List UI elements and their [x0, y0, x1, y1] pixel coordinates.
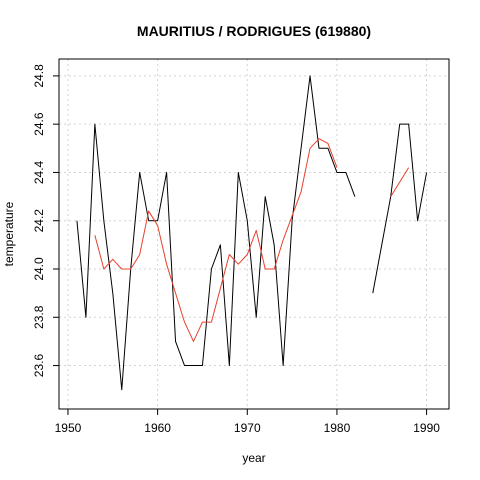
axes: 1950 1960 1970 1980 1990 23.6 23.8 24.0 24.2 24.4…	[32, 64, 440, 435]
y-tick-label: 23.6	[32, 354, 46, 378]
series-2-line	[94, 138, 338, 342]
series-1-line	[76, 75, 356, 391]
series-2-line	[390, 167, 410, 197]
y-tick-label: 24.2	[32, 209, 46, 233]
plot-frame	[58, 58, 450, 410]
x-tick-label: 1950	[55, 421, 82, 435]
x-tick-label: 1970	[234, 421, 261, 435]
x-axis-label: year	[242, 451, 265, 465]
series-1	[76, 75, 428, 391]
y-tick-label: 24.0	[32, 257, 46, 281]
x-tick-label: 1980	[324, 421, 351, 435]
y-tick-label: 23.8	[32, 305, 46, 329]
grid	[59, 59, 449, 409]
series-2	[94, 138, 410, 342]
chart-title: MAURITIUS / RODRIGUES (619880)	[137, 23, 371, 39]
y-axis-label: temperature	[2, 201, 16, 266]
series-1-line	[372, 123, 428, 294]
y-tick-label: 24.4	[32, 160, 46, 184]
y-tick-label: 24.6	[32, 112, 46, 136]
series-layer	[76, 75, 428, 391]
x-tick-label: 1960	[144, 421, 171, 435]
y-tick-label: 24.8	[32, 64, 46, 88]
x-tick-label: 1990	[413, 421, 440, 435]
